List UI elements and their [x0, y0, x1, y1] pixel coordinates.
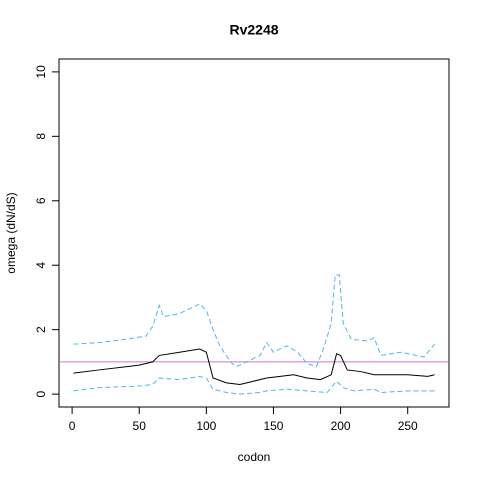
- x-tick-label: 150: [263, 419, 283, 433]
- y-tick-label: 10: [34, 65, 48, 79]
- x-axis-label: codon: [238, 450, 271, 464]
- series-line: [73, 348, 435, 385]
- x-tick-label: 250: [398, 419, 418, 433]
- series-line: [73, 375, 435, 395]
- x-tick-label: 0: [69, 419, 76, 433]
- y-tick-label: 6: [34, 197, 48, 204]
- y-tick-label: 0: [34, 390, 48, 397]
- x-tick-label: 200: [331, 419, 351, 433]
- y-tick-label: 8: [34, 133, 48, 140]
- y-axis-label: omega (dN/dS): [4, 192, 18, 273]
- y-tick-label: 4: [34, 262, 48, 269]
- chart-title: Rv2248: [229, 22, 278, 38]
- x-tick-label: 50: [133, 419, 147, 433]
- x-tick-label: 100: [196, 419, 216, 433]
- y-tick-label: 2: [34, 326, 48, 333]
- series-line: [73, 274, 435, 368]
